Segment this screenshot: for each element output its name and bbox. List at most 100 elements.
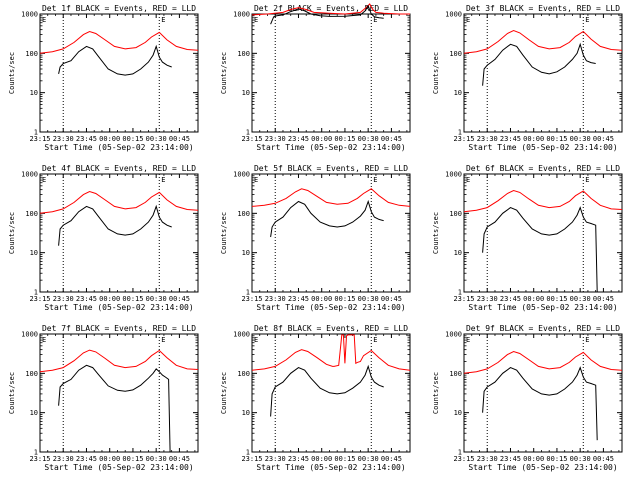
y-tick-label: 100 bbox=[237, 370, 250, 378]
y-tick-label: 100 bbox=[449, 370, 462, 378]
y-tick-label: 1 bbox=[458, 129, 462, 137]
x-tick-label: 00:30 bbox=[358, 455, 379, 463]
events-series-line bbox=[482, 42, 596, 86]
y-tick-label: 1000 bbox=[21, 11, 38, 19]
events-series-line bbox=[58, 204, 172, 246]
y-tick-label: 10 bbox=[242, 249, 250, 257]
y-tick-label: 100 bbox=[237, 50, 250, 58]
y-tick-label: 10 bbox=[30, 249, 38, 257]
x-tick-label: 00:45 bbox=[593, 135, 614, 143]
x-tick-label: 23:45 bbox=[500, 455, 521, 463]
x-tick-label: 00:00 bbox=[523, 295, 544, 303]
marker-label: E bbox=[373, 176, 377, 184]
x-axis-label: Start Time (05-Sep-02 23:14:00) bbox=[468, 463, 617, 472]
x-tick-label: 23:15 bbox=[241, 455, 262, 463]
x-axis-label: Start Time (05-Sep-02 23:14:00) bbox=[256, 463, 405, 472]
y-tick-label: 1000 bbox=[445, 331, 462, 339]
lld-series-line bbox=[39, 30, 199, 54]
y-tick-label: 10 bbox=[454, 89, 462, 97]
x-tick-label: 23:45 bbox=[500, 135, 521, 143]
x-tick-label: 23:15 bbox=[241, 295, 262, 303]
x-tick-label: 00:45 bbox=[381, 135, 402, 143]
y-tick-label: 1000 bbox=[233, 331, 250, 339]
x-tick-label: 23:45 bbox=[288, 135, 309, 143]
y-tick-label: 1000 bbox=[233, 11, 250, 19]
y-tick-label: 1000 bbox=[21, 331, 38, 339]
plot-frame bbox=[39, 333, 199, 453]
x-tick-label: 00:00 bbox=[99, 135, 120, 143]
x-tick-label: 23:15 bbox=[29, 295, 50, 303]
y-tick-label: 1 bbox=[246, 129, 250, 137]
y-tick-label: 10 bbox=[242, 89, 250, 97]
y-tick-label: 1000 bbox=[233, 171, 250, 179]
marker-label: E bbox=[466, 176, 470, 184]
marker-label: E bbox=[254, 16, 258, 24]
lld-series-line bbox=[251, 3, 410, 16]
y-tick-label: 1 bbox=[34, 449, 38, 457]
y-axis-label: Counts/sec bbox=[432, 52, 440, 94]
y-tick-label: 10 bbox=[30, 409, 38, 417]
x-tick-label: 23:45 bbox=[76, 135, 97, 143]
x-tick-label: 23:30 bbox=[477, 295, 498, 303]
x-tick-label: 23:15 bbox=[453, 455, 474, 463]
x-tick-label: 00:00 bbox=[99, 455, 120, 463]
plot-frame bbox=[39, 173, 199, 293]
x-tick-label: 23:45 bbox=[500, 295, 521, 303]
y-tick-label: 100 bbox=[25, 370, 38, 378]
panel-title: Det 5f BLACK = Events, RED = LLD bbox=[254, 164, 408, 173]
events-series-line bbox=[270, 4, 384, 25]
panel-det-8: Det 8f BLACK = Events, RED = LLD 1 10 100 10… bbox=[220, 324, 411, 472]
y-tick-label: 1 bbox=[246, 289, 250, 297]
y-tick-label: 100 bbox=[449, 50, 462, 58]
x-tick-label: 00:30 bbox=[146, 135, 167, 143]
x-tick-label: 23:30 bbox=[477, 455, 498, 463]
x-tick-label: 00:45 bbox=[169, 135, 190, 143]
y-axis-label: Counts/sec bbox=[220, 372, 228, 414]
events-series-line bbox=[270, 199, 384, 238]
y-axis-label: Counts/sec bbox=[432, 212, 440, 254]
plot-frame bbox=[251, 13, 411, 133]
x-tick-label: 23:15 bbox=[453, 295, 474, 303]
plot-frame bbox=[39, 13, 199, 133]
y-axis-label: Counts/sec bbox=[220, 52, 228, 94]
panel-title: Det 2f BLACK = Events, RED = LLD bbox=[254, 4, 408, 13]
x-axis-label: Start Time (05-Sep-02 23:14:00) bbox=[468, 303, 617, 312]
y-axis-label: Counts/sec bbox=[8, 52, 16, 94]
x-tick-label: 23:45 bbox=[288, 295, 309, 303]
x-tick-label: 23:15 bbox=[29, 135, 50, 143]
panel-det-7: Det 7f BLACK = Events, RED = LLD 1 10 100 10… bbox=[8, 324, 199, 472]
panel-title: Det 9f BLACK = Events, RED = LLD bbox=[466, 324, 620, 333]
x-tick-label: 00:00 bbox=[311, 135, 332, 143]
x-tick-label: 23:15 bbox=[29, 455, 50, 463]
marker-label: E bbox=[42, 16, 46, 24]
x-tick-label: 23:30 bbox=[53, 455, 74, 463]
y-tick-label: 100 bbox=[25, 210, 38, 218]
x-tick-label: 23:30 bbox=[265, 295, 286, 303]
marker-label: E bbox=[161, 176, 165, 184]
lld-series-line bbox=[463, 189, 623, 213]
marker-label: E bbox=[161, 336, 165, 344]
x-tick-label: 23:45 bbox=[288, 455, 309, 463]
x-axis-label: Start Time (05-Sep-02 23:14:00) bbox=[256, 143, 405, 152]
x-tick-label: 00:00 bbox=[311, 295, 332, 303]
x-tick-label: 00:45 bbox=[169, 455, 190, 463]
panel-det-3: Det 3f BLACK = Events, RED = LLD 1 10 100 10… bbox=[432, 4, 623, 152]
x-tick-label: 00:30 bbox=[358, 135, 379, 143]
x-tick-label: 00:45 bbox=[593, 455, 614, 463]
events-series-line bbox=[58, 364, 171, 453]
events-series-line bbox=[482, 366, 598, 441]
panel-det-4: Det 4f BLACK = Events, RED = LLD 1 10 100 10… bbox=[8, 164, 199, 312]
plot-frame bbox=[463, 173, 623, 293]
x-axis-label: Start Time (05-Sep-02 23:14:00) bbox=[44, 303, 193, 312]
x-tick-label: 23:30 bbox=[53, 295, 74, 303]
x-axis-label: Start Time (05-Sep-02 23:14:00) bbox=[44, 463, 193, 472]
x-tick-label: 00:15 bbox=[546, 455, 567, 463]
x-tick-label: 00:15 bbox=[334, 455, 355, 463]
marker-label: E bbox=[466, 16, 470, 24]
x-tick-label: 00:45 bbox=[593, 295, 614, 303]
plot-frame bbox=[463, 13, 623, 133]
y-tick-label: 100 bbox=[25, 50, 38, 58]
x-tick-label: 00:00 bbox=[523, 135, 544, 143]
marker-label: E bbox=[585, 16, 589, 24]
